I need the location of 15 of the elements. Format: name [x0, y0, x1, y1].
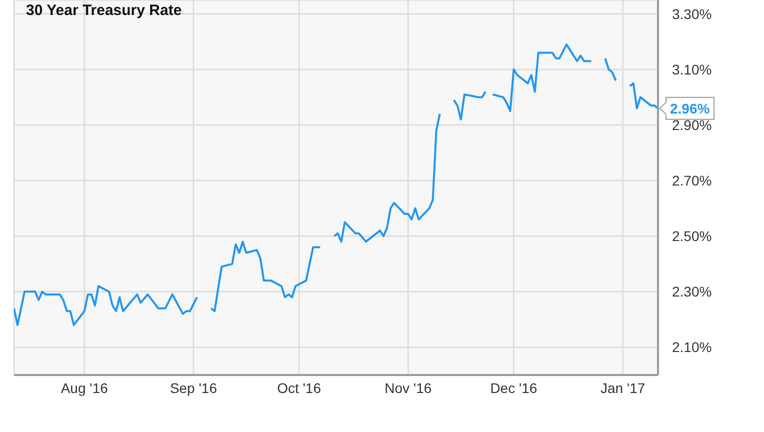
y-tick-label: 2.30%: [672, 284, 712, 300]
x-tick-label: Aug '16: [60, 380, 108, 396]
y-tick-label: 2.70%: [672, 172, 712, 189]
x-tick-label: Oct '16: [277, 380, 322, 396]
x-tick-label: Dec '16: [490, 380, 538, 396]
y-tick-label: 2.90%: [672, 116, 712, 133]
y-tick-label: 3.10%: [672, 61, 712, 78]
y-tick-label: 2.10%: [672, 339, 712, 356]
data-label: 2.96%: [670, 100, 710, 116]
x-tick-label: Jan '17: [600, 380, 646, 396]
y-tick-label: 3.30%: [672, 6, 712, 22]
y-tick-label: 2.50%: [672, 228, 712, 244]
x-tick-label: Sep '16: [170, 380, 218, 396]
x-tick-label: Nov '16: [384, 380, 432, 396]
chart-title: 30 Year Treasury Rate: [26, 2, 182, 19]
